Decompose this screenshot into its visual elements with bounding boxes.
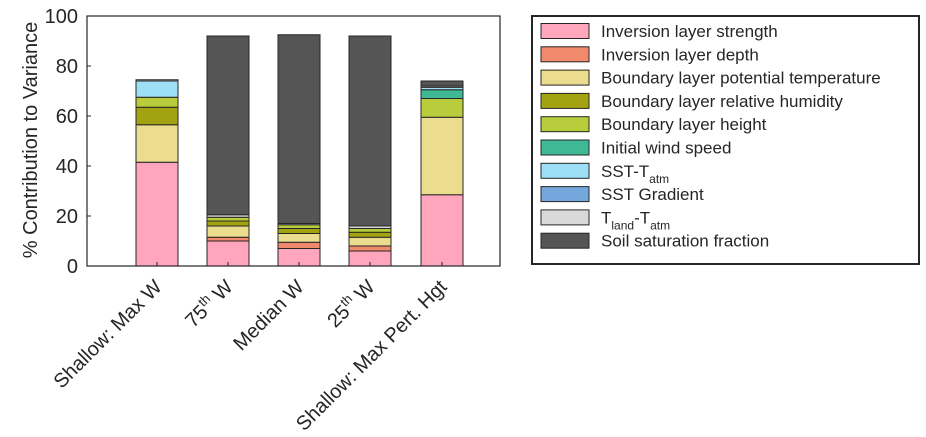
legend-label: Boundary layer height xyxy=(601,115,767,134)
bar-segment xyxy=(277,228,321,234)
bar-segment xyxy=(277,34,321,224)
bar-segment xyxy=(277,241,321,249)
legend-label: Boundary layer potential temperature xyxy=(601,69,881,88)
legend-label: SST-Tatm xyxy=(601,162,669,186)
bar-segment xyxy=(206,35,250,216)
bar-segment xyxy=(277,233,321,243)
y-axis-label: % Contribution to Variance xyxy=(20,22,42,258)
legend-label: Boundary layer relative humidity xyxy=(601,92,843,111)
bar-segment xyxy=(135,161,179,267)
legend-label: Inversion layer depth xyxy=(601,45,759,64)
y-tick-label: 0 xyxy=(67,256,78,278)
bar-segment xyxy=(420,89,464,99)
y-tick-label: 100 xyxy=(45,6,78,28)
bar-segment xyxy=(420,98,464,118)
bar-segment xyxy=(135,80,179,98)
y-tick-labels: 0 20 40 60 80 100 xyxy=(45,6,78,278)
y-tick-label: 40 xyxy=(56,156,78,178)
x-tick-label: Shallow: Max W xyxy=(50,276,167,393)
bar-segment xyxy=(135,106,179,126)
legend-label: Soil saturation fraction xyxy=(601,232,769,251)
bar-segment xyxy=(348,236,392,247)
bar-segment xyxy=(135,96,179,108)
bar-segment xyxy=(348,228,392,233)
x-tick-label: Shallow: Max Pert. Hgt xyxy=(292,276,452,436)
legend-swatch xyxy=(540,186,590,203)
legend-swatch xyxy=(540,116,590,133)
bar-segment xyxy=(206,236,250,242)
legend-label: SST Gradient xyxy=(601,185,704,204)
bar-segment xyxy=(420,194,464,267)
x-tick-label: Median W xyxy=(229,276,308,355)
legend: Inversion layer strength Inversion layer … xyxy=(531,15,920,265)
y-tick-label: 60 xyxy=(56,106,78,128)
bar-segment xyxy=(348,35,392,227)
legend-label: Inversion layer strength xyxy=(601,22,778,41)
bar-segment xyxy=(206,225,250,238)
legend-frame xyxy=(531,15,920,265)
bar-segment xyxy=(206,220,250,227)
x-tick-label: 25th W xyxy=(321,274,379,332)
y-tick-label: 80 xyxy=(56,56,78,78)
axis-ticks xyxy=(87,15,443,267)
bar-segment xyxy=(420,116,464,196)
bar-segment xyxy=(135,79,179,82)
bars xyxy=(135,34,464,267)
bar-segment xyxy=(206,240,250,267)
x-tick-label: 75th W xyxy=(179,274,237,332)
bar-segment xyxy=(277,224,321,229)
legend-label: Tland-Tatm xyxy=(601,208,670,232)
legend-swatch xyxy=(540,23,590,39)
legend-swatch xyxy=(540,232,590,249)
bar-segment xyxy=(135,124,179,163)
bar-segment xyxy=(420,80,464,87)
bar-segment xyxy=(348,245,392,252)
legend-swatch xyxy=(540,162,590,179)
legend-swatch xyxy=(540,139,590,156)
legend-swatch xyxy=(540,209,590,226)
plot-frame xyxy=(86,15,501,267)
bar-segment xyxy=(348,231,392,238)
y-tick-label: 20 xyxy=(56,206,78,228)
legend-label: Initial wind speed xyxy=(601,139,731,158)
legend-swatch xyxy=(540,69,590,86)
legend-swatch xyxy=(540,92,590,109)
legend-swatch xyxy=(540,46,590,63)
bar-segment xyxy=(206,216,250,222)
